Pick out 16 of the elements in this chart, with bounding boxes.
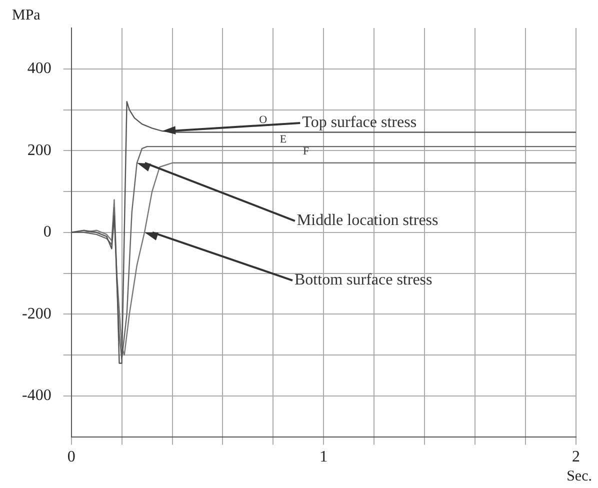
annotation: Middle location stress — [296, 212, 438, 230]
y-tick-label: -200 — [22, 305, 52, 322]
x-axis-title: Sec. — [566, 468, 592, 484]
y-tick-label: 200 — [27, 142, 52, 159]
annotation: Top surface stress — [302, 114, 417, 132]
annotation: Bottom surface stress — [294, 272, 432, 289]
x-tick-label: 2 — [572, 448, 580, 466]
y-tick-label: 0 — [43, 224, 52, 241]
annotation: E — [280, 133, 287, 146]
y-axis-title: MPa — [12, 7, 41, 24]
y-tick-label: -400 — [22, 387, 52, 404]
y-tick-label: 400 — [27, 60, 52, 78]
x-tick-label: 0 — [67, 448, 76, 466]
annotation: O — [259, 114, 268, 126]
x-tick-label: 1 — [320, 448, 328, 466]
annotation: F — [302, 145, 310, 158]
